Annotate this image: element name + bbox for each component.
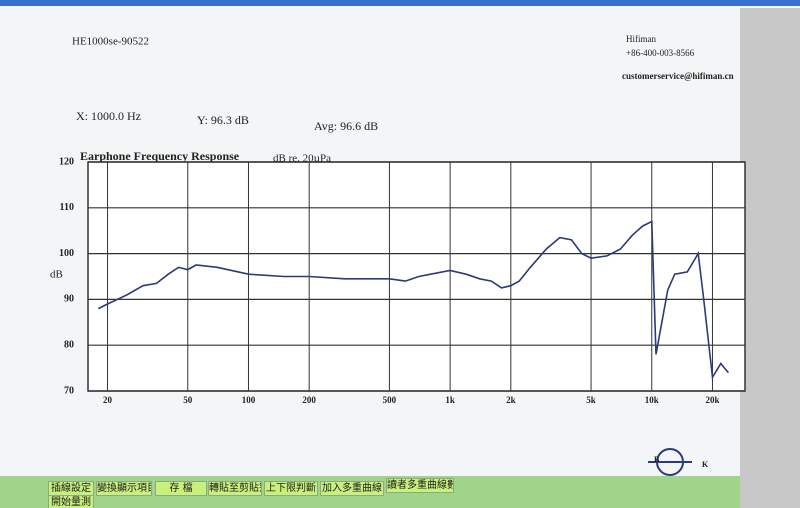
side-panel bbox=[740, 8, 800, 508]
x-tick-label: 5k bbox=[586, 395, 596, 405]
phone: +86-400-003-8566 bbox=[626, 48, 695, 58]
x-tick-label: 1k bbox=[445, 395, 455, 405]
y-tick-label: 80 bbox=[64, 339, 74, 350]
toolbar-button[interactable]: 轉貼至剪貼簿 bbox=[208, 481, 262, 496]
toolbar-button[interactable]: 存 檔 bbox=[155, 481, 207, 496]
x-tick-label: 10k bbox=[645, 395, 659, 405]
x-tick-label: 500 bbox=[383, 395, 397, 405]
x-tick-label: 50 bbox=[183, 395, 193, 405]
y-tick-label: 100 bbox=[59, 248, 74, 259]
y-tick-label: 90 bbox=[64, 294, 74, 305]
y-tick-label: 110 bbox=[60, 202, 74, 213]
svg-text:B: B bbox=[654, 455, 660, 464]
response-line bbox=[97, 220, 730, 380]
svg-text:K: K bbox=[702, 460, 709, 469]
logo: B K bbox=[648, 448, 709, 476]
x-tick-label: 2k bbox=[506, 395, 516, 405]
y-axis-label: dB bbox=[50, 269, 63, 281]
toolbar-button[interactable]: 上下限判斷 bbox=[264, 481, 318, 496]
model: HE1000se-90522 bbox=[72, 36, 149, 48]
x-tick-label: 200 bbox=[302, 395, 316, 405]
toolbar-button[interactable]: 插線設定 bbox=[48, 481, 94, 496]
toolbar-button[interactable]: 開始量測 bbox=[48, 495, 94, 508]
toolbar-button[interactable]: 讀者多重曲線數 bbox=[386, 478, 454, 493]
brand: Hifiman bbox=[626, 34, 656, 44]
toolbar-button[interactable]: 加入多重曲線 bbox=[320, 481, 384, 496]
y-tick-label: 120 bbox=[59, 156, 74, 167]
chart-title: Earphone Frequency Response bbox=[80, 149, 240, 163]
x-tick-label: 20 bbox=[103, 395, 113, 405]
readout-y: Y: 96.3 dB bbox=[197, 113, 249, 127]
title-bar bbox=[0, 0, 800, 6]
readout-x: X: 1000.0 Hz bbox=[76, 109, 141, 123]
x-tick-label: 100 bbox=[242, 395, 256, 405]
toolbar-button[interactable]: 變換顯示項目 bbox=[96, 481, 152, 496]
readout-avg: Avg: 96.6 dB bbox=[314, 119, 378, 133]
y-tick-label: 70 bbox=[64, 385, 74, 396]
x-tick-label: 20k bbox=[705, 395, 719, 405]
email: customerservice@hifiman.cn bbox=[622, 71, 734, 81]
